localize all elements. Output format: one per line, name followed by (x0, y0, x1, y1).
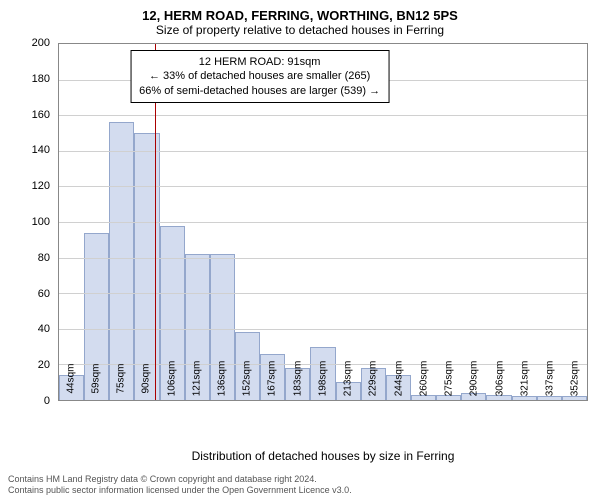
y-tick-label: 0 (44, 395, 50, 407)
histogram-bar (134, 133, 159, 400)
x-tick: 167sqm (260, 369, 285, 409)
chart-title-sub: Size of property relative to detached ho… (0, 23, 600, 37)
x-tick: 213sqm (336, 369, 361, 409)
y-tick-label: 140 (32, 144, 50, 156)
x-tick-label: 121sqm (191, 361, 202, 397)
x-tick: 183sqm (285, 369, 310, 409)
gridline (59, 186, 587, 187)
footer-line-1: Contains HM Land Registry data © Crown c… (8, 474, 352, 485)
footer-line-2: Contains public sector information licen… (8, 485, 352, 496)
x-tick-label: 260sqm (418, 361, 429, 397)
x-tick-label: 352sqm (570, 361, 581, 397)
footer-attribution: Contains HM Land Registry data © Crown c… (8, 474, 352, 496)
gridline (59, 151, 587, 152)
histogram-chart: 12, HERM ROAD, FERRING, WORTHING, BN12 5… (0, 8, 600, 473)
y-tick-label: 200 (32, 37, 50, 49)
x-tick-label: 106sqm (166, 361, 177, 397)
x-tick-label: 167sqm (267, 361, 278, 397)
x-tick-label: 337sqm (545, 361, 556, 397)
annotation-line-2: ← 33% of detached houses are smaller (26… (139, 69, 380, 83)
y-tick-label: 100 (32, 216, 50, 228)
x-tick-label: 59sqm (90, 363, 101, 393)
histogram-bar (109, 122, 134, 400)
annotation-box: 12 HERM ROAD: 91sqm← 33% of detached hou… (130, 50, 389, 103)
x-tick: 244sqm (386, 369, 411, 409)
y-tick-label: 160 (32, 109, 50, 121)
chart-title-main: 12, HERM ROAD, FERRING, WORTHING, BN12 5… (0, 8, 600, 23)
x-tick: 306sqm (487, 369, 512, 409)
x-tick-label: 44sqm (65, 363, 76, 393)
x-axis-ticks: 44sqm59sqm75sqm90sqm106sqm121sqm136sqm15… (58, 369, 588, 409)
x-tick-label: 90sqm (141, 363, 152, 393)
x-tick: 59sqm (83, 369, 108, 409)
x-tick: 198sqm (310, 369, 335, 409)
x-tick: 106sqm (159, 369, 184, 409)
x-tick: 337sqm (537, 369, 562, 409)
x-tick-label: 321sqm (519, 361, 530, 397)
y-tick-label: 60 (38, 288, 50, 300)
x-tick: 275sqm (437, 369, 462, 409)
x-tick-label: 290sqm (469, 361, 480, 397)
x-tick: 90sqm (134, 369, 159, 409)
x-tick-label: 136sqm (217, 361, 228, 397)
x-tick-label: 213sqm (343, 361, 354, 397)
x-tick: 352sqm (563, 369, 588, 409)
gridline (59, 329, 587, 330)
x-tick-label: 275sqm (444, 361, 455, 397)
x-tick: 290sqm (462, 369, 487, 409)
y-axis: 020406080100120140160180200 (50, 43, 58, 401)
x-tick-label: 244sqm (393, 361, 404, 397)
x-tick: 260sqm (411, 369, 436, 409)
x-tick-label: 75sqm (116, 363, 127, 393)
x-tick: 44sqm (58, 369, 83, 409)
gridline (59, 293, 587, 294)
x-tick-label: 183sqm (292, 361, 303, 397)
y-tick-label: 40 (38, 323, 50, 335)
x-tick: 321sqm (512, 369, 537, 409)
gridline (59, 115, 587, 116)
gridline (59, 222, 587, 223)
x-tick: 152sqm (235, 369, 260, 409)
x-tick-label: 152sqm (242, 361, 253, 397)
x-axis-label: Distribution of detached houses by size … (58, 449, 588, 463)
x-tick-label: 306sqm (494, 361, 505, 397)
gridline (59, 258, 587, 259)
y-tick-label: 20 (38, 359, 50, 371)
y-tick-label: 180 (32, 73, 50, 85)
x-tick-label: 198sqm (317, 361, 328, 397)
x-tick: 121sqm (184, 369, 209, 409)
x-tick: 75sqm (108, 369, 133, 409)
annotation-line-1: 12 HERM ROAD: 91sqm (139, 55, 380, 69)
x-tick: 136sqm (209, 369, 234, 409)
annotation-line-3: 66% of semi-detached houses are larger (… (139, 84, 380, 98)
x-tick: 229sqm (361, 369, 386, 409)
y-tick-label: 120 (32, 180, 50, 192)
plot-area-wrapper: Number of detached properties 12 HERM RO… (58, 43, 588, 401)
plot-area: 12 HERM ROAD: 91sqm← 33% of detached hou… (58, 43, 588, 401)
x-tick-label: 229sqm (368, 361, 379, 397)
y-tick-label: 80 (38, 252, 50, 264)
